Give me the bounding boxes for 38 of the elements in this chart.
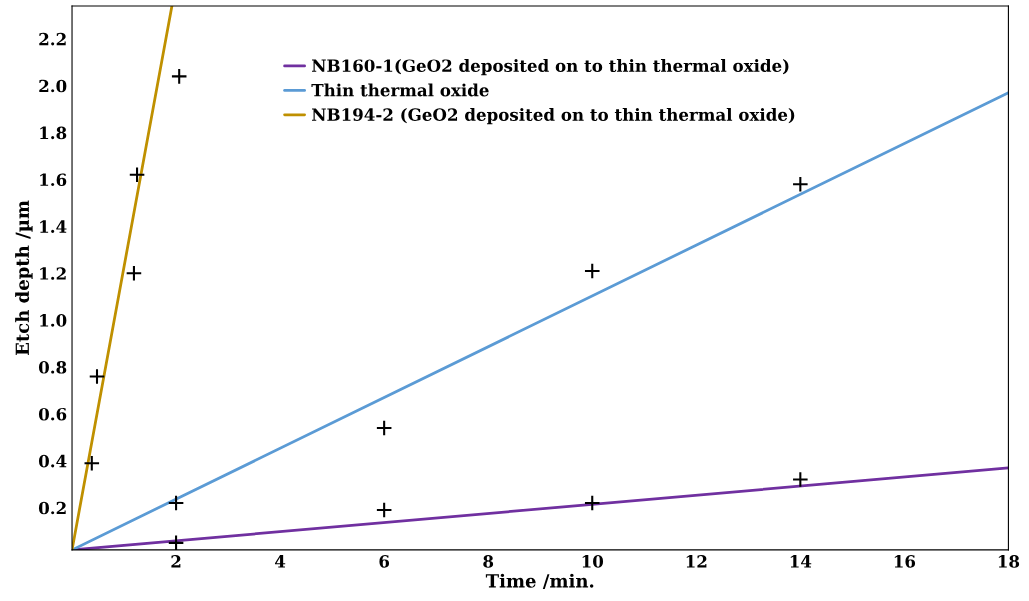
x-tick-label: 2 xyxy=(171,555,181,568)
point xyxy=(583,262,601,280)
x-tick-label: 14 xyxy=(790,555,812,568)
y-tick-label: 1.0 xyxy=(40,314,67,327)
point xyxy=(792,471,809,488)
point xyxy=(83,454,101,472)
point xyxy=(125,264,143,282)
y-tick-label: 2.0 xyxy=(39,79,67,93)
point xyxy=(375,419,393,437)
point xyxy=(375,501,393,519)
point xyxy=(583,494,601,512)
y-tick-label: 1.2 xyxy=(40,267,66,280)
y-axis-title: Etch depth /µm xyxy=(15,200,33,356)
y-tick-label: 0.8 xyxy=(38,361,67,374)
y-tick-label: 2.2 xyxy=(39,32,66,46)
point xyxy=(167,494,185,512)
legend-label: Thin thermal oxide xyxy=(311,83,489,97)
point xyxy=(88,368,106,385)
point xyxy=(167,534,185,550)
point xyxy=(170,68,188,85)
y-tick-label: 1.4 xyxy=(40,220,67,233)
x-tick-label: 4 xyxy=(275,555,286,568)
x-tick-label: 18 xyxy=(998,555,1020,568)
x-tick-label: 12 xyxy=(686,555,707,568)
x-axis-title: Time /min. xyxy=(485,573,594,590)
point xyxy=(128,166,146,184)
legend-label: NB160-1(GeO2 deposited on to thin thermal oxide) xyxy=(312,59,789,76)
y-tick-label: 0.6 xyxy=(38,407,67,421)
y-tick-label: 0.2 xyxy=(38,501,66,515)
y-tick-label: 1.8 xyxy=(40,126,67,140)
point xyxy=(792,175,809,193)
y-tick-label: 1.6 xyxy=(40,173,67,187)
x-tick-label: 6 xyxy=(379,555,390,568)
x-tick-label: 10 xyxy=(582,555,604,568)
x-tick-label: 8 xyxy=(483,555,494,568)
legend-label: NB194-2 (GeO2 deposited on to thin thermal oxide) xyxy=(312,108,795,125)
x-tick-label: 16 xyxy=(894,555,916,568)
y-tick-label: 0.4 xyxy=(38,454,67,468)
